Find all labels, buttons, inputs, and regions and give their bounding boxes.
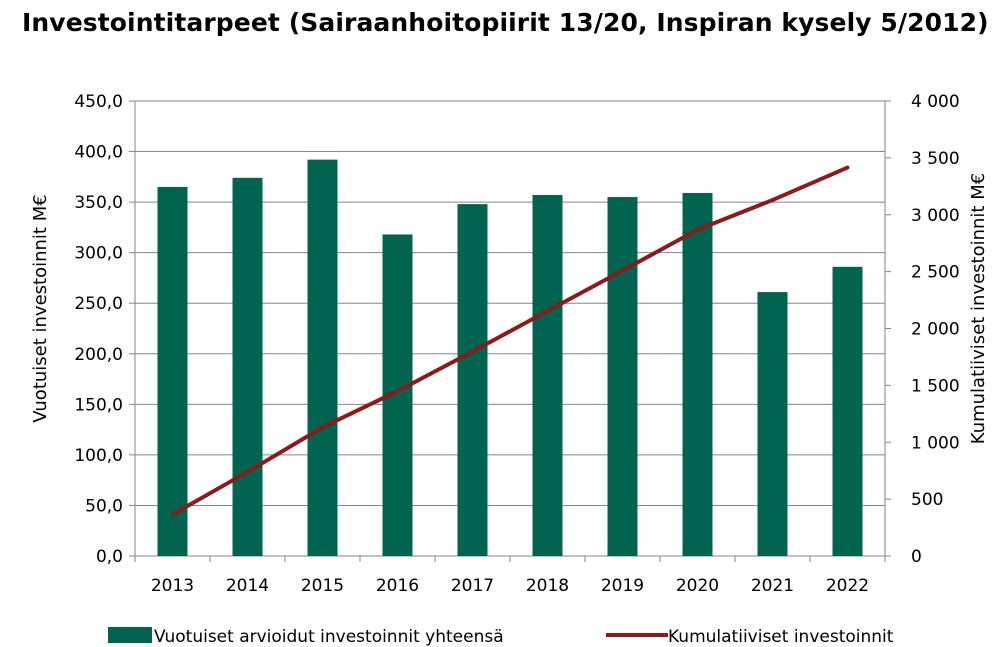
- x-tick-label: 2014: [226, 576, 269, 596]
- x-tick-label: 2018: [526, 576, 569, 596]
- y-tick-label: 300,0: [74, 244, 123, 264]
- y-tick-label: 150,0: [74, 395, 123, 415]
- legend-line-label: Kumulatiiviset investoinnit: [668, 627, 894, 647]
- y2-tick-label: 2 000: [911, 320, 960, 340]
- y2-tick-label: 1 500: [911, 376, 960, 396]
- bar-series: [157, 159, 863, 557]
- y2-tick-label: 3 000: [911, 206, 960, 226]
- bar: [607, 197, 638, 557]
- x-tick-label: 2013: [151, 576, 194, 596]
- bar: [457, 204, 488, 556]
- y-tick-label: 200,0: [74, 345, 123, 365]
- y2-tick-label: 0: [911, 547, 922, 567]
- line-series: [170, 165, 850, 517]
- x-tick-label: 2015: [301, 576, 344, 596]
- y-tick-label: 50,0: [85, 496, 123, 516]
- bar: [757, 292, 788, 556]
- legend-bar-swatch: [108, 627, 152, 643]
- y2-tick-label: 4 000: [911, 92, 960, 112]
- chart-title: Investointitarpeet (Sairaanhoitopiirit 1…: [22, 8, 989, 37]
- legend: Vuotuiset arvioidut investoinnit yhteens…: [108, 627, 894, 647]
- x-tick-label: 2022: [826, 576, 869, 596]
- legend-bar-label: Vuotuiset arvioidut investoinnit yhteens…: [154, 627, 504, 647]
- x-tick-label: 2017: [451, 576, 494, 596]
- bar: [532, 195, 563, 557]
- y-tick-label: 450,0: [74, 92, 123, 112]
- y2-tick-label: 1 000: [911, 433, 960, 453]
- y2-axis-title: Kumulatiiviset investoinnit M€: [968, 173, 989, 444]
- x-tick-label: 2016: [376, 576, 419, 596]
- y-tick-label: 400,0: [74, 143, 123, 163]
- y-tick-label: 350,0: [74, 193, 123, 213]
- y-tick-label: 250,0: [74, 294, 123, 314]
- bar: [307, 159, 338, 556]
- cumulative-line: [170, 165, 850, 517]
- bar: [832, 266, 863, 556]
- x-tick-label: 2020: [676, 576, 719, 596]
- y2-tick-label: 3 500: [911, 149, 960, 169]
- bar: [682, 193, 713, 556]
- bar: [232, 177, 263, 556]
- y2-tick-label: 2 500: [911, 263, 960, 283]
- y2-tick-label: 500: [911, 490, 943, 510]
- x-tick-label: 2019: [601, 576, 644, 596]
- y-tick-label: 0,0: [96, 547, 123, 567]
- axes: 0,0 50,0 100,0 150,0 200,0 250,0 300,0 350,0 400…: [74, 92, 959, 596]
- x-tick-label: 2021: [751, 576, 794, 596]
- bar: [157, 186, 188, 556]
- y-axis-title: Vuotuiset investoinnit M€: [30, 194, 51, 422]
- y-tick-label: 100,0: [74, 446, 123, 466]
